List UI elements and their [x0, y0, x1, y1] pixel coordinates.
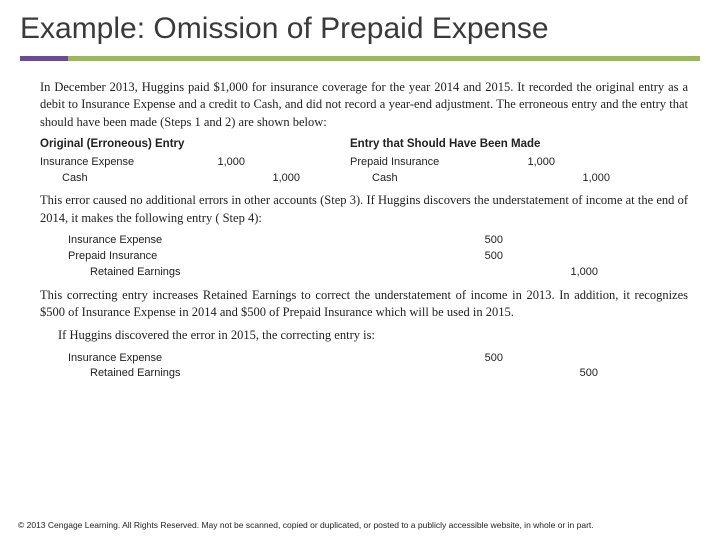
correcting-entry-2015: Insurance Expense 500 Retained Earnings … [68, 351, 688, 383]
credit-cell: 500 [503, 366, 598, 382]
journal-row: Insurance Expense 500 [68, 351, 688, 367]
account-cell: Insurance Expense [68, 351, 408, 367]
credit-cell [245, 155, 300, 171]
explain-paragraph: This correcting entry increases Retained… [40, 287, 688, 322]
debit-cell: 500 [408, 351, 503, 367]
debit-cell: 1,000 [190, 155, 245, 171]
debit-cell [190, 171, 245, 187]
debit-cell: 500 [408, 233, 503, 249]
credit-cell: 1,000 [245, 171, 300, 187]
accent-purple [20, 56, 68, 61]
accent-green [68, 56, 700, 61]
account-cell: Insurance Expense [40, 155, 190, 171]
debit-cell: 500 [408, 249, 503, 265]
account-cell: Prepaid Insurance [68, 249, 408, 265]
copyright-footer: © 2013 Cengage Learning. All Rights Rese… [18, 520, 702, 530]
account-cell: Insurance Expense [68, 233, 408, 249]
credit-cell [555, 155, 610, 171]
account-cell: Cash [350, 171, 500, 187]
credit-cell [503, 249, 598, 265]
journal-row: Retained Earnings 500 [68, 366, 688, 382]
journal-row: Prepaid Insurance 500 [68, 249, 688, 265]
intro-paragraph: In December 2013, Huggins paid $1,000 fo… [40, 79, 688, 131]
credit-cell: 1,000 [555, 171, 610, 187]
account-cell: Retained Earnings [68, 265, 408, 281]
correcting-entry-2014: Insurance Expense 500 Prepaid Insurance … [68, 233, 688, 281]
account-cell: Cash [40, 171, 190, 187]
journal-pair: Insurance Expense 1,000 Prepaid Insuranc… [40, 155, 688, 187]
content-region: In December 2013, Huggins paid $1,000 fo… [0, 61, 720, 382]
debit-cell: 1,000 [500, 155, 555, 171]
credit-cell [503, 351, 598, 367]
debit-cell [408, 265, 503, 281]
journal-row: Cash 1,000 Cash 1,000 [40, 171, 688, 187]
mid-paragraph: This error caused no additional errors i… [40, 192, 688, 227]
journal-row: Insurance Expense 500 [68, 233, 688, 249]
credit-cell [503, 233, 598, 249]
original-entry-header: Original (Erroneous) Entry [40, 137, 350, 153]
journal-row: Retained Earnings 1,000 [68, 265, 688, 281]
entry-headers: Original (Erroneous) Entry Entry that Sh… [40, 137, 688, 153]
credit-cell: 1,000 [503, 265, 598, 281]
page-title: Example: Omission of Prepaid Expense [20, 12, 700, 46]
debit-cell [500, 171, 555, 187]
debit-cell [408, 366, 503, 382]
journal-row: Insurance Expense 1,000 Prepaid Insuranc… [40, 155, 688, 171]
accent-bar [20, 56, 700, 61]
account-cell: Prepaid Insurance [350, 155, 500, 171]
final-paragraph: If Huggins discovered the error in 2015,… [40, 327, 688, 344]
correct-entry-header: Entry that Should Have Been Made [350, 137, 688, 153]
account-cell: Retained Earnings [68, 366, 408, 382]
